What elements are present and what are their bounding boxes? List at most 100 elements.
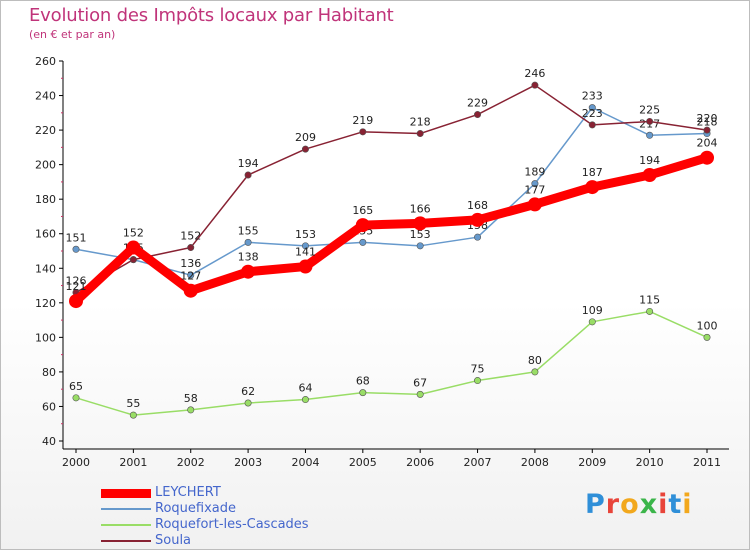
- data-label: 121: [66, 280, 87, 293]
- data-point: [531, 81, 539, 89]
- y-tick-label: 220: [35, 124, 56, 137]
- data-point: [183, 283, 198, 298]
- data-point: [588, 318, 596, 326]
- data-label: 141: [295, 246, 316, 259]
- data-point: [187, 406, 195, 414]
- data-label: 187: [582, 166, 603, 179]
- data-label: 152: [180, 230, 201, 243]
- data-point: [703, 126, 711, 134]
- data-label: 152: [123, 227, 144, 240]
- data-point: [301, 145, 309, 153]
- data-point: [244, 399, 252, 407]
- data-label: 246: [524, 67, 545, 80]
- data-label: 55: [126, 397, 140, 410]
- data-point: [355, 218, 370, 233]
- legend-swatch: [101, 524, 151, 526]
- y-tick-label: 80: [42, 366, 56, 379]
- series-line-leychert: [72, 153, 709, 305]
- x-tick-label: 2008: [521, 456, 549, 469]
- y-tick-label: 180: [35, 193, 56, 206]
- data-point: [416, 242, 424, 250]
- logo-letter: o: [620, 489, 640, 520]
- data-label: 115: [639, 293, 660, 306]
- data-point: [588, 121, 596, 129]
- data-label: 189: [524, 166, 545, 179]
- series-line-soula: [75, 84, 708, 294]
- legend-label: Roquefort-les-Cascades: [155, 517, 309, 532]
- data-point: [527, 197, 542, 212]
- data-point: [531, 180, 539, 188]
- proxiti-logo: Proxiti: [585, 489, 693, 520]
- data-point: [187, 244, 195, 252]
- logo-letter: x: [639, 489, 659, 520]
- legend-label: LEYCHERT: [155, 485, 221, 500]
- data-label: 80: [528, 354, 542, 367]
- data-label: 204: [697, 137, 718, 150]
- data-label: 233: [582, 90, 603, 103]
- data-point: [531, 368, 539, 376]
- y-tick-label: 200: [35, 159, 56, 172]
- data-label: 64: [298, 382, 312, 395]
- y-tick-label: 140: [35, 262, 56, 275]
- data-label: 194: [238, 157, 259, 170]
- data-label: 166: [410, 202, 431, 215]
- data-point: [646, 131, 654, 139]
- logo-letter: P: [585, 489, 606, 520]
- data-point: [301, 242, 309, 250]
- x-tick-label: 2001: [119, 456, 147, 469]
- data-point: [72, 245, 80, 253]
- data-label: 168: [467, 199, 488, 212]
- data-point: [244, 171, 252, 179]
- logo-letter: i: [682, 489, 693, 520]
- data-label: 68: [356, 375, 370, 388]
- data-point: [129, 411, 137, 419]
- y-tick-label: 160: [35, 228, 56, 241]
- data-label: 223: [582, 107, 603, 120]
- data-label: 220: [697, 112, 718, 125]
- y-tick-label: 40: [42, 435, 56, 448]
- chart-title: Evolution des Impôts locaux par Habitant: [29, 5, 394, 26]
- data-label: 225: [639, 103, 660, 116]
- data-label: 218: [410, 116, 431, 129]
- data-label: 155: [238, 224, 259, 237]
- data-point: [416, 390, 424, 398]
- x-tick-label: 2003: [234, 456, 262, 469]
- data-label: 126: [66, 274, 87, 287]
- data-point: [187, 271, 195, 279]
- data-point: [474, 377, 482, 385]
- data-point: [703, 333, 711, 341]
- logo-letter: i: [658, 489, 669, 520]
- legend-label: Soula: [155, 533, 192, 548]
- legend-swatch: [101, 488, 151, 498]
- y-tick-label: 100: [35, 331, 56, 344]
- data-label: 65: [69, 380, 83, 393]
- data-label: 229: [467, 97, 488, 110]
- data-point: [359, 389, 367, 397]
- data-point: [416, 130, 424, 138]
- data-point: [359, 238, 367, 246]
- x-tick-label: 2009: [578, 456, 606, 469]
- data-label: 127: [180, 270, 201, 283]
- data-label: 67: [413, 376, 427, 389]
- data-point: [72, 394, 80, 402]
- data-point: [413, 216, 428, 231]
- legend-label: Roquefixade: [155, 501, 236, 516]
- data-point: [241, 264, 256, 279]
- y-tick-label: 260: [35, 55, 56, 68]
- data-point: [129, 256, 137, 264]
- logo-letter: t: [668, 489, 683, 520]
- data-point: [298, 259, 313, 274]
- data-point: [474, 111, 482, 119]
- y-tick-label: 120: [35, 297, 56, 310]
- data-label: 209: [295, 131, 316, 144]
- x-tick-label: 2002: [177, 456, 205, 469]
- data-point: [470, 212, 485, 227]
- data-point: [700, 150, 714, 165]
- data-point: [359, 128, 367, 136]
- data-label: 75: [471, 363, 485, 376]
- data-label: 62: [241, 385, 255, 398]
- legend-swatch: [101, 508, 151, 510]
- x-tick-label: 2006: [406, 456, 434, 469]
